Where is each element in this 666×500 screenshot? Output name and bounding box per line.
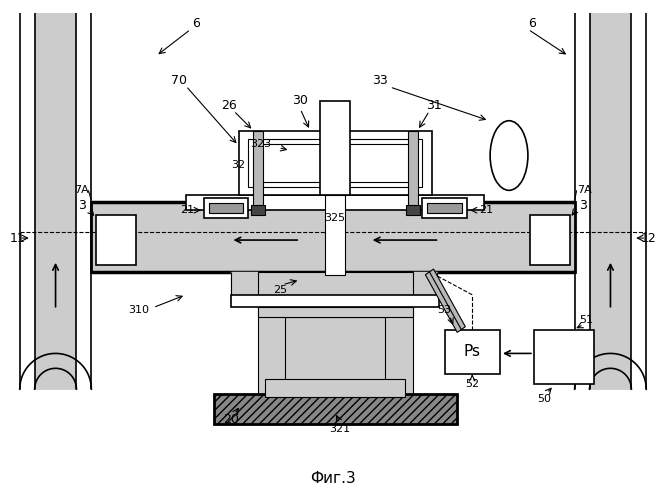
Bar [258, 306, 412, 316]
Text: 33: 33 [372, 74, 388, 88]
Bar [422, 198, 468, 218]
Bar [238, 130, 432, 196]
Bar [325, 196, 345, 275]
Text: Фиг.3: Фиг.3 [310, 471, 356, 486]
Bar [320, 101, 350, 196]
Bar [214, 394, 458, 424]
Bar [258, 144, 412, 182]
Text: 7A: 7A [577, 186, 591, 196]
Bar [530, 215, 569, 265]
Bar [186, 196, 484, 210]
Bar [204, 198, 248, 218]
Bar [534, 330, 593, 384]
Text: 3: 3 [79, 198, 87, 212]
Polygon shape [426, 269, 466, 332]
Polygon shape [35, 368, 77, 389]
Bar [285, 316, 385, 394]
Bar [408, 130, 418, 210]
Text: 12: 12 [641, 232, 656, 244]
Text: 20: 20 [222, 412, 238, 426]
Text: 6: 6 [192, 17, 200, 30]
Bar [35, 14, 77, 389]
Polygon shape [412, 272, 438, 299]
Polygon shape [589, 368, 631, 389]
Text: 310: 310 [128, 304, 149, 314]
Text: 51: 51 [579, 314, 593, 324]
Bar [254, 130, 263, 210]
Text: 7A: 7A [74, 186, 89, 196]
Text: 6: 6 [528, 17, 536, 30]
Bar [446, 330, 500, 374]
Bar [230, 294, 440, 306]
Polygon shape [230, 272, 258, 299]
Text: 53: 53 [438, 304, 452, 314]
Text: 50: 50 [537, 394, 551, 404]
Text: 30: 30 [292, 94, 308, 108]
Text: 25: 25 [273, 285, 287, 295]
Text: 3: 3 [579, 198, 587, 212]
Text: 21: 21 [479, 205, 494, 215]
Text: 52: 52 [465, 379, 480, 389]
Bar [589, 14, 631, 389]
Text: 32: 32 [232, 160, 246, 170]
Bar [258, 272, 412, 401]
Bar [428, 204, 462, 213]
Text: 26: 26 [220, 100, 236, 112]
Text: 21: 21 [180, 205, 194, 215]
Ellipse shape [490, 120, 528, 190]
Text: 11: 11 [10, 232, 25, 244]
Text: 70: 70 [171, 74, 187, 88]
Text: 323: 323 [250, 138, 271, 148]
Bar [265, 380, 405, 397]
Bar [91, 202, 575, 272]
Bar [97, 215, 136, 265]
Bar [252, 205, 265, 215]
Bar [208, 204, 244, 213]
Text: 31: 31 [426, 100, 442, 112]
Bar [536, 352, 591, 382]
Text: 321: 321 [330, 424, 350, 434]
Bar [406, 205, 420, 215]
Text: Ps: Ps [464, 344, 481, 359]
Text: 325: 325 [324, 213, 346, 223]
Bar [248, 138, 422, 188]
